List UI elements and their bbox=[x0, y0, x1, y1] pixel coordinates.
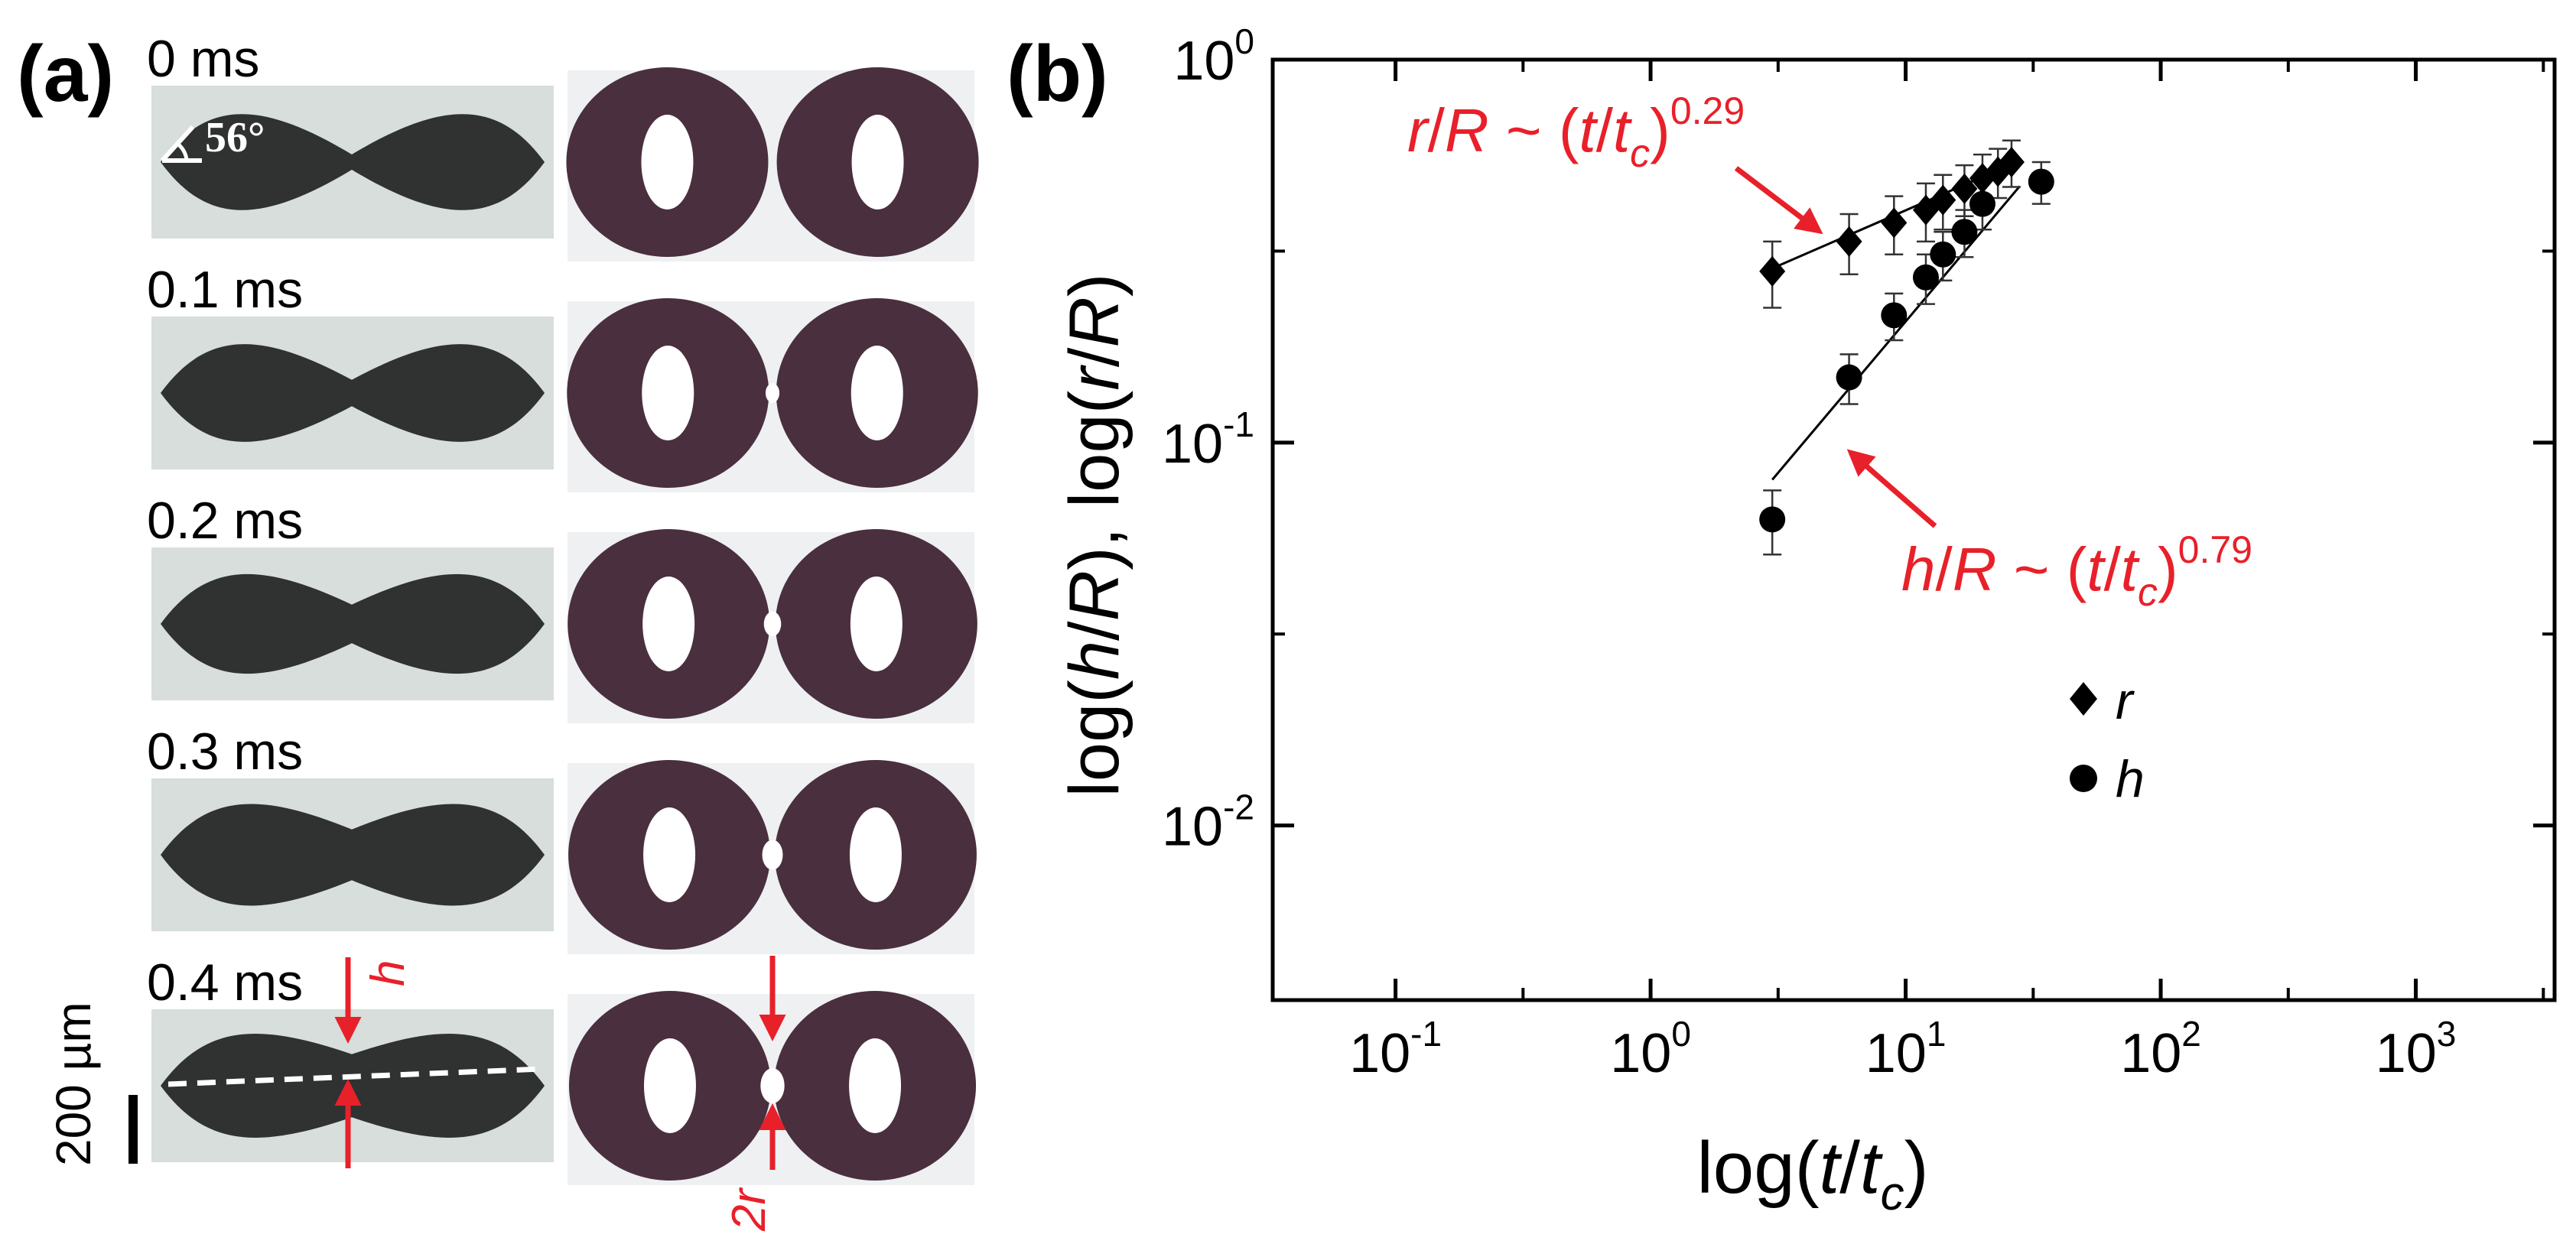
droplet-highlight bbox=[851, 115, 904, 210]
contact-angle-label: 56° bbox=[205, 114, 265, 161]
neck-radius-annotation: 2r bbox=[723, 956, 786, 1232]
axis-ticks bbox=[1273, 57, 2555, 1000]
side-droplet-pair bbox=[161, 804, 545, 906]
neck-hole bbox=[762, 840, 783, 870]
frame-3: 0.3 ms bbox=[147, 723, 977, 954]
h-fit-arrow bbox=[1846, 449, 1937, 528]
data-point-r bbox=[1759, 255, 1786, 287]
x-tick-label: 101 bbox=[1865, 1014, 1947, 1084]
scale-bar: 200 µm bbox=[46, 1002, 138, 1166]
droplet-highlight bbox=[641, 115, 694, 210]
data-point-r bbox=[1930, 184, 1956, 216]
legend-marker-h bbox=[2070, 765, 2097, 792]
contact-angle-annotation: 56° bbox=[160, 114, 265, 163]
x-axis-label: log(t/tc) bbox=[1696, 1127, 1928, 1220]
frame-1: 0.1 ms bbox=[147, 261, 978, 492]
frame-time-label: 0.3 ms bbox=[147, 723, 303, 781]
neck-hole bbox=[760, 1068, 785, 1103]
data-point-h bbox=[1759, 506, 1786, 533]
h-fit-label: h/R ~ (t/tc)0.79 bbox=[1901, 528, 2252, 615]
data-points bbox=[1759, 147, 2054, 533]
frame-4: 0.4 ms bbox=[147, 953, 977, 1185]
side-view-image bbox=[151, 547, 554, 700]
neck-hole bbox=[765, 383, 780, 403]
data-point-h bbox=[2028, 168, 2054, 195]
y-tick-label: 10-1 bbox=[1162, 404, 1254, 475]
top-view-image bbox=[568, 760, 977, 954]
droplet-highlight bbox=[850, 577, 903, 671]
data-point-h bbox=[1969, 190, 1995, 217]
droplet-highlight bbox=[849, 1038, 902, 1133]
x-tick-label: 100 bbox=[1610, 1014, 1691, 1084]
droplet-highlight bbox=[849, 807, 902, 902]
y-tick-label: 100 bbox=[1173, 21, 1254, 92]
side-view-image bbox=[151, 86, 554, 239]
data-point-h bbox=[1881, 302, 1908, 329]
data-point-h bbox=[1836, 364, 1862, 391]
frame-time-label: 0.4 ms bbox=[147, 953, 303, 1012]
top-view-image bbox=[566, 67, 979, 261]
neck-height-annotation: h bbox=[168, 957, 544, 1168]
data-point-h bbox=[1930, 241, 1956, 268]
y-tick-label: 10-2 bbox=[1162, 788, 1254, 858]
top-view-image bbox=[567, 298, 978, 492]
droplet-highlight bbox=[643, 1038, 696, 1133]
droplet-highlight bbox=[642, 577, 695, 671]
top-view-image bbox=[568, 529, 977, 723]
side-view-image bbox=[151, 778, 554, 931]
side-view-image bbox=[151, 317, 554, 469]
legend-marker-r bbox=[2070, 682, 2097, 716]
frame-time-label: 0.1 ms bbox=[147, 261, 303, 319]
neck-radius-label: 2r bbox=[723, 1187, 776, 1232]
legend-label-r: r bbox=[2116, 672, 2135, 730]
panel-a-label: (a) bbox=[17, 30, 114, 119]
data-point-r bbox=[1951, 173, 1978, 204]
x-tick-labels: 10-1 100 101 102 103 bbox=[1349, 1014, 2456, 1084]
x-tick-label: 102 bbox=[2120, 1014, 2201, 1084]
frame-0: 0 ms bbox=[147, 30, 979, 261]
legend-label-h: h bbox=[2116, 750, 2145, 808]
data-point-h bbox=[1951, 219, 1978, 245]
x-tick-label: 10-1 bbox=[1349, 1014, 1442, 1084]
data-point-r bbox=[1881, 207, 1908, 239]
side-droplet-pair bbox=[161, 344, 545, 442]
data-point-r bbox=[1836, 226, 1862, 257]
y-axis-label: log(h/R), log(r/R) bbox=[1055, 273, 1134, 797]
r-fit-arrow bbox=[1734, 166, 1823, 235]
droplet-highlight bbox=[851, 346, 903, 440]
frame-time-label: 0.2 ms bbox=[147, 492, 303, 550]
r-fit-label: r/R ~ (t/tc)0.29 bbox=[1407, 89, 1745, 176]
frame-stack: 0 ms 0.1 ms 0.2 ms 0.3 ms 0.4 ms bbox=[147, 30, 979, 1185]
panel-a: (a) 0 ms 0.1 ms 0.2 ms 0.3 ms 0.4 ms 56° h 2… bbox=[17, 30, 979, 1232]
h-fit-line bbox=[1771, 185, 2021, 481]
data-point-r bbox=[1998, 147, 2025, 178]
frame-time-label: 0 ms bbox=[147, 30, 259, 88]
neck-height-label: h bbox=[362, 960, 415, 986]
neck-hole bbox=[763, 611, 782, 637]
scale-bar-line bbox=[128, 1095, 138, 1164]
x-tick-label: 103 bbox=[2376, 1014, 2457, 1084]
panel-b: (b) 10-1 100 101 102 103 10-2 10-1 100 log(t/t… bbox=[1007, 21, 2557, 1220]
side-view-image bbox=[151, 1009, 554, 1162]
panel-b-label: (b) bbox=[1007, 30, 1108, 119]
plot-frame bbox=[1270, 57, 2557, 1002]
droplet-highlight bbox=[643, 807, 696, 902]
side-droplet-pair bbox=[161, 114, 545, 210]
scale-bar-label: 200 µm bbox=[46, 1002, 101, 1166]
frame-2: 0.2 ms bbox=[147, 492, 977, 723]
data-point-h bbox=[1912, 264, 1939, 291]
legend: r h bbox=[2070, 672, 2145, 808]
y-tick-labels: 10-2 10-1 100 bbox=[1162, 21, 1254, 858]
side-droplet-pair bbox=[161, 573, 545, 674]
droplet-highlight bbox=[642, 346, 694, 440]
